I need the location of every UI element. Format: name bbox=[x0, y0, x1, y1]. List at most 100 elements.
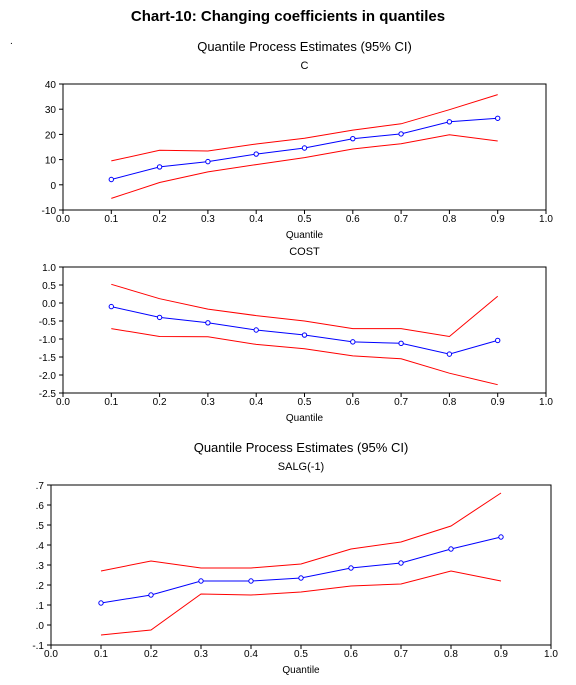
x-tick-label: 1.0 bbox=[539, 397, 553, 408]
x-tick-label: 0.6 bbox=[344, 649, 358, 660]
series-point-estimate bbox=[348, 565, 354, 571]
series-point-estimate bbox=[350, 135, 356, 142]
x-tick-label: 0.5 bbox=[294, 649, 308, 660]
series-point-estimate bbox=[248, 578, 254, 584]
series-point-estimate bbox=[205, 158, 211, 165]
x-tick-label: 0.3 bbox=[201, 214, 215, 225]
series-line-estimate bbox=[100, 536, 502, 604]
x-tick-label: 0.1 bbox=[104, 397, 118, 408]
x-tick-label: 0.5 bbox=[298, 397, 312, 408]
series-point-estimate bbox=[495, 115, 501, 121]
y-tick-label: 10 bbox=[45, 156, 57, 167]
chart-title: SALG(-1) bbox=[278, 461, 324, 473]
x-tick-label: 0.0 bbox=[56, 397, 70, 408]
y-tick-label: -2.5 bbox=[39, 389, 57, 400]
x-tick-label: 0.8 bbox=[442, 214, 456, 225]
series-point-estimate bbox=[495, 337, 501, 344]
chart-panel-2: COST -2.5 -2.0 -1.5 -1.0 -0.5 0.0 0.5 1.0 0.0 0.1 0… bbox=[39, 246, 554, 424]
x-tick-label: 0.2 bbox=[153, 397, 167, 408]
series-point-estimate bbox=[98, 600, 104, 606]
y-tick-label: -0.5 bbox=[39, 317, 57, 328]
y-tick-label: .2 bbox=[36, 581, 45, 592]
page-title: Chart-10: Changing coefficients in quant… bbox=[130, 8, 446, 25]
series-point-estimate bbox=[253, 151, 259, 157]
series-line-lower bbox=[100, 570, 502, 636]
chart-panel-1: Quantile Process Estimates (95% CI) C -10 0… bbox=[42, 39, 554, 241]
series-point-estimate bbox=[253, 327, 259, 333]
series-point-estimate bbox=[398, 131, 404, 137]
y-tick-label: .5 bbox=[36, 521, 45, 532]
series-point-estimate bbox=[350, 339, 356, 345]
x-tick-label: 0.8 bbox=[444, 649, 458, 660]
x-tick-label: 0.9 bbox=[491, 397, 505, 408]
stray-dot-mark: . bbox=[10, 36, 13, 47]
y-tick-label: 30 bbox=[45, 105, 57, 116]
chart-panel-3: Quantile Process Estimates (95% CI) SALG(… bbox=[32, 440, 558, 676]
series-point-estimate bbox=[198, 578, 204, 584]
x-tick-label: 0.0 bbox=[44, 649, 58, 660]
x-tick-label: 0.3 bbox=[201, 397, 215, 408]
series-point-estimate bbox=[498, 534, 504, 540]
x-tick-label: 0.7 bbox=[394, 397, 408, 408]
series-point-estimate bbox=[398, 560, 404, 566]
series-line-lower bbox=[111, 134, 498, 199]
y-tick-label: 0 bbox=[50, 181, 56, 192]
series-line-upper bbox=[111, 94, 498, 162]
y-tick-label: .4 bbox=[36, 541, 45, 552]
chart-title: C bbox=[301, 60, 309, 72]
y-tick-label: -.1 bbox=[32, 641, 44, 652]
x-tick-label: 0.4 bbox=[249, 214, 263, 225]
x-tick-label: 0.1 bbox=[104, 214, 118, 225]
series-line-upper bbox=[111, 283, 499, 338]
x-tick-label: 0.7 bbox=[394, 214, 408, 225]
x-tick-label: 1.0 bbox=[539, 214, 553, 225]
x-tick-label: 0.7 bbox=[394, 649, 408, 660]
series-line-lower bbox=[111, 328, 498, 386]
y-tick-label: 0.5 bbox=[42, 281, 56, 292]
series-point-estimate bbox=[446, 351, 453, 357]
chart-header: Quantile Process Estimates (95% CI) bbox=[194, 440, 409, 455]
x-tick-label: 0.4 bbox=[244, 649, 258, 660]
series-point-estimate bbox=[108, 303, 115, 310]
y-tick-label: -1.0 bbox=[39, 335, 57, 346]
series-point-estimate bbox=[446, 119, 453, 125]
y-tick-label: 0.0 bbox=[42, 299, 56, 310]
x-tick-label: 0.8 bbox=[442, 397, 456, 408]
series-point-estimate bbox=[205, 320, 211, 326]
x-axis-label: Quantile bbox=[286, 230, 324, 241]
y-tick-label: 40 bbox=[45, 80, 57, 91]
series-line-estimate bbox=[111, 306, 498, 355]
y-tick-label: .0 bbox=[36, 621, 45, 632]
chart-title: COST bbox=[289, 246, 320, 258]
y-tick-label: .7 bbox=[36, 481, 45, 492]
x-tick-label: 0.2 bbox=[144, 649, 158, 660]
y-tick-label: 1.0 bbox=[42, 263, 56, 274]
x-tick-label: 0.6 bbox=[346, 214, 360, 225]
y-tick-label: -2.0 bbox=[39, 371, 57, 382]
plot-frame bbox=[62, 266, 547, 394]
x-tick-label: 0.5 bbox=[298, 214, 312, 225]
series-point-estimate bbox=[301, 145, 308, 151]
y-tick-label: .1 bbox=[36, 601, 45, 612]
series-point-estimate bbox=[448, 546, 454, 552]
series-point-estimate bbox=[298, 575, 304, 581]
x-tick-label: 0.9 bbox=[494, 649, 508, 660]
chart-header: Quantile Process Estimates (95% CI) bbox=[197, 39, 412, 54]
x-tick-label: 0.6 bbox=[346, 397, 360, 408]
x-tick-label: 0.1 bbox=[94, 649, 108, 660]
series-point-estimate bbox=[156, 314, 163, 321]
y-tick-label: .6 bbox=[36, 501, 45, 512]
x-tick-label: 1.0 bbox=[544, 649, 558, 660]
x-axis-label: Quantile bbox=[286, 413, 324, 424]
series-point-estimate bbox=[148, 592, 154, 598]
series-point-estimate bbox=[398, 340, 404, 347]
y-tick-label: .3 bbox=[36, 561, 45, 572]
x-tick-label: 0.2 bbox=[153, 214, 167, 225]
series-point-estimate bbox=[301, 332, 308, 338]
x-tick-label: 0.9 bbox=[491, 214, 505, 225]
y-tick-label: -1.5 bbox=[39, 353, 57, 364]
y-tick-label: -10 bbox=[42, 206, 57, 217]
series-point-estimate bbox=[156, 164, 163, 170]
series-point-estimate bbox=[108, 176, 115, 183]
